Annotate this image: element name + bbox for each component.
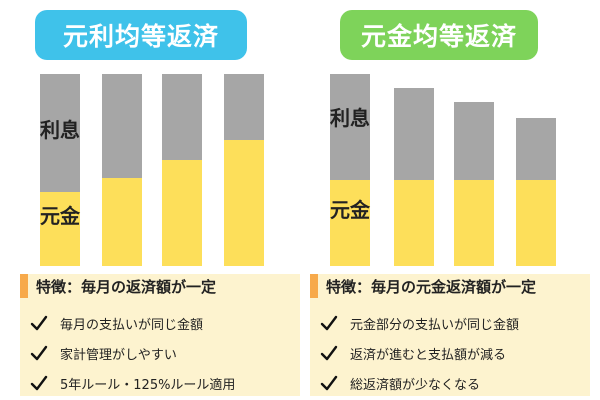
feature-accent-bar bbox=[20, 274, 28, 298]
bar-period-2 bbox=[394, 88, 434, 266]
feature-box: 特徴：毎月の元金返済額が一定 元金部分の支払いが同じ金額 返済が進むと支払額が減… bbox=[310, 274, 590, 396]
check-icon bbox=[320, 313, 342, 333]
list-item: 総返済額が少なくなる bbox=[320, 370, 582, 396]
bar-period-3 bbox=[454, 102, 494, 266]
list-item: 毎月の支払いが同じ金額 bbox=[30, 310, 292, 336]
feature-title: 特徴：毎月の返済額が一定 bbox=[36, 277, 217, 296]
feature-box: 特徴：毎月の返済額が一定 毎月の支払いが同じ金額 家計管理がしやすい 5年ルール… bbox=[20, 274, 300, 396]
bar-principal-segment bbox=[40, 192, 80, 266]
check-icon bbox=[30, 343, 52, 363]
bar-period-4 bbox=[224, 74, 264, 266]
feature-title: 特徴：毎月の元金返済額が一定 bbox=[326, 277, 537, 296]
bar-principal-segment bbox=[330, 180, 370, 266]
bar-interest-segment bbox=[454, 102, 494, 180]
feature-title-row: 特徴：毎月の返済額が一定 bbox=[20, 274, 300, 298]
list-item: 返済が進むと支払額が減る bbox=[320, 340, 582, 366]
feature-list: 毎月の支払いが同じ金額 家計管理がしやすい 5年ルール・125%ルール適用 bbox=[30, 310, 292, 400]
title-badge: 元利均等返済 bbox=[35, 10, 247, 60]
feature-text: 毎月の支払いが同じ金額 bbox=[60, 317, 204, 333]
feature-text: 元金部分の支払いが同じ金額 bbox=[350, 317, 520, 333]
stacked-bar-chart: 利息 元金 bbox=[310, 74, 590, 266]
panel-title: 元金均等返済 bbox=[360, 22, 517, 51]
bar-interest-segment bbox=[330, 74, 370, 180]
feature-title-row: 特徴：毎月の元金返済額が一定 bbox=[310, 274, 590, 298]
check-icon bbox=[30, 313, 52, 333]
bar-principal-segment bbox=[394, 180, 434, 266]
bar-period-3 bbox=[162, 74, 202, 266]
stacked-bar-chart: 利息 元金 bbox=[20, 74, 300, 266]
feature-text: 5年ルール・125%ルール適用 bbox=[60, 377, 236, 393]
bar-period-2 bbox=[102, 74, 142, 266]
panel-title: 元利均等返済 bbox=[62, 22, 219, 51]
bar-interest-segment bbox=[394, 88, 434, 180]
feature-text: 家計管理がしやすい bbox=[60, 347, 177, 363]
bar-interest-segment bbox=[162, 74, 202, 160]
label-interest: 利息 bbox=[40, 118, 80, 142]
check-icon bbox=[30, 373, 52, 393]
bar-interest-segment bbox=[40, 74, 80, 192]
bar-principal-segment bbox=[454, 180, 494, 266]
label-interest: 利息 bbox=[330, 106, 370, 130]
label-principal: 元金 bbox=[330, 198, 370, 222]
feature-accent-bar bbox=[310, 274, 318, 298]
bar-period-1 bbox=[40, 74, 80, 266]
bar-principal-segment bbox=[102, 178, 142, 266]
feature-text: 総返済額が少なくなる bbox=[350, 377, 481, 393]
bar-interest-segment bbox=[102, 74, 142, 178]
feature-text: 返済が進むと支払額が減る bbox=[350, 347, 507, 363]
feature-list: 元金部分の支払いが同じ金額 返済が進むと支払額が減る 総返済額が少なくなる bbox=[320, 310, 582, 400]
check-icon bbox=[320, 373, 342, 393]
bar-principal-segment bbox=[224, 140, 264, 266]
bar-principal-segment bbox=[516, 180, 556, 266]
label-principal: 元金 bbox=[40, 204, 80, 228]
panel-equal-payment: 元利均等返済 利息 元金 特徴：毎月の返済額が一定 bbox=[20, 0, 300, 400]
title-badge: 元金均等返済 bbox=[340, 10, 538, 60]
bar-period-1 bbox=[330, 74, 370, 266]
bar-principal-segment bbox=[162, 160, 202, 266]
bar-interest-segment bbox=[224, 74, 264, 140]
list-item: 家計管理がしやすい bbox=[30, 340, 292, 366]
check-icon bbox=[320, 343, 342, 363]
list-item: 5年ルール・125%ルール適用 bbox=[30, 370, 292, 396]
bar-period-4 bbox=[516, 118, 556, 266]
panel-equal-principal: 元金均等返済 利息 元金 特徴：毎月の元金返済額が一定 bbox=[310, 0, 590, 400]
bar-interest-segment bbox=[516, 118, 556, 180]
list-item: 元金部分の支払いが同じ金額 bbox=[320, 310, 582, 336]
